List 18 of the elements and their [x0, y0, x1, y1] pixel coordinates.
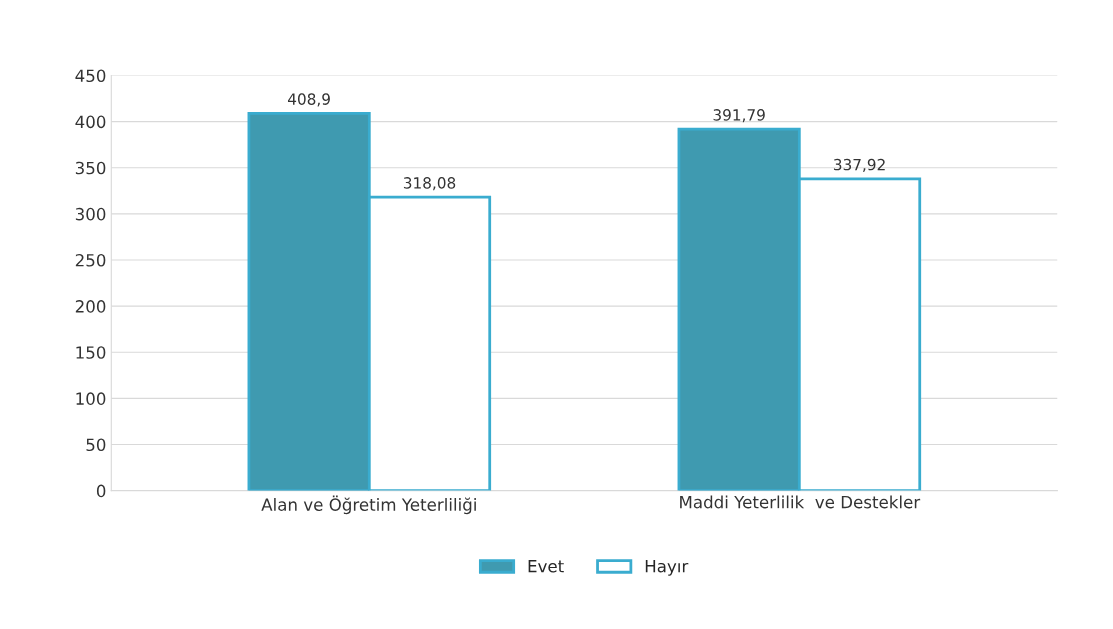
x-tick-label: Alan ve Öğretim Yeterliliği	[261, 495, 476, 515]
y-tick-label: 200	[75, 300, 106, 313]
y-tick-label: 400	[75, 115, 106, 129]
y-tick-label: 0	[96, 484, 106, 498]
y-tick-label: 300	[75, 207, 106, 221]
legend-label: Evet	[528, 560, 564, 573]
x-tick-label: Maddi Yeterlilik ve Destekler	[680, 495, 921, 509]
y-tick-label: 250	[75, 253, 106, 267]
data-label: 391,79	[713, 109, 765, 123]
data-label: 408,9	[287, 93, 330, 107]
y-tick-label: 150	[76, 346, 106, 359]
legend-label: Hayır	[645, 560, 689, 576]
data-label: 318,08	[403, 177, 456, 191]
y-tick-label: 50	[86, 438, 106, 452]
y-tick-label: 100	[76, 392, 106, 405]
y-tick-label: 450	[75, 69, 106, 83]
data-label: 337,92	[833, 158, 885, 172]
y-tick-label: 350	[75, 161, 106, 175]
